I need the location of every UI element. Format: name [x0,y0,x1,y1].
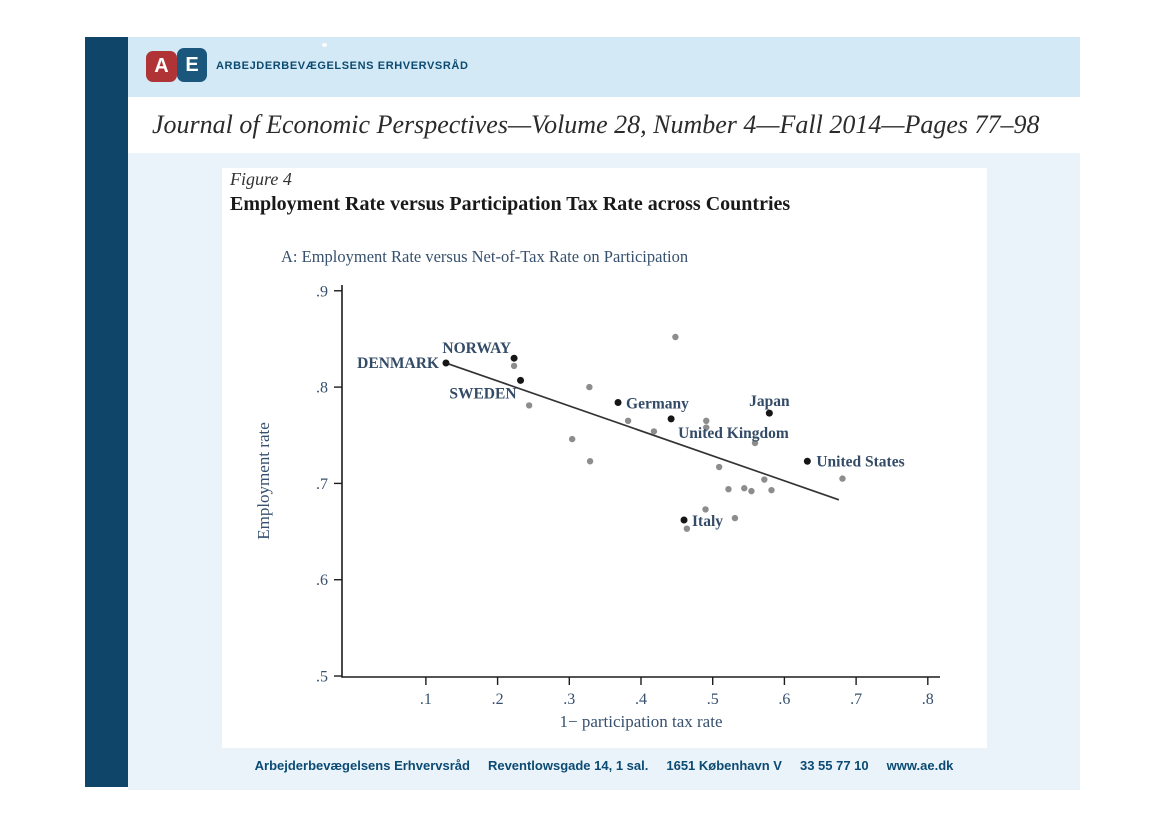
y-axis-label: Employment rate [254,422,273,540]
scatter-point [568,435,576,443]
scatter-point [765,409,773,417]
left-accent-bar [85,37,128,787]
journal-band [128,97,1080,153]
trend-line [445,362,840,501]
y-tick-label: .7 [316,476,328,493]
chart-subtitle: A: Employment Rate versus Net-of-Tax Rat… [281,247,689,266]
scatter-point [614,399,622,407]
scatter-point [586,458,594,465]
scatter-point [624,417,632,425]
scatter-point [703,424,710,431]
x-tick-label: .2 [492,691,504,708]
country-label: Germany [626,396,689,413]
scatter-point [442,359,450,367]
scatter-point [667,415,675,423]
x-tick-label: .3 [563,691,575,708]
figure-panel [222,168,987,748]
scatter-point [525,402,533,409]
footer-city: 1651 København V [666,758,782,773]
figure-title: Employment Rate versus Participation Tax… [230,193,791,215]
footer-address: Reventlowsgade 14, 1 sal. [487,758,649,773]
org-name-label: ARBEJDERBEVÆGELSENS ERHVERVSRÅD [216,60,469,72]
scatter-point [510,354,518,362]
footer-website[interactable]: www.ae.dk [886,758,954,773]
figure-number-label: Figure 4 [230,169,292,189]
y-tick-label: .9 [316,283,328,300]
x-tick-label: .6 [778,691,790,708]
footer-org: Arbejderbevægelsens Erhvervsråd [254,758,470,773]
scatter-point [683,525,691,532]
y-tick-label: .8 [316,380,328,397]
axes [341,285,940,678]
logo-sparkle-dot [322,43,327,47]
journal-citation: Journal of Economic Perspectives—Volume … [152,110,1040,139]
scatter-point [680,516,688,524]
y-tick-label: .6 [316,572,328,589]
scatter-point [751,439,759,447]
x-tick-label: .4 [635,691,647,708]
x-tick-label: .8 [922,691,934,708]
scatter-point [586,383,593,391]
x-tick-label: .5 [707,691,719,708]
country-label: SWEDEN [449,385,516,402]
scatter-point [702,506,709,513]
footer-phone: 33 55 77 10 [799,758,869,773]
logo-letter-a: A [146,51,177,82]
scatter-point [768,486,775,494]
country-label: DENMARK [357,355,439,372]
scatter-point [650,428,658,435]
scatter-point [725,485,732,493]
scatter-point [761,476,768,483]
y-tick-label: .5 [316,669,328,686]
scatter-point [741,485,748,492]
country-label: Japan [749,393,790,410]
logo-letter-e: E [177,48,207,82]
scatter-point [731,514,739,522]
scatter-point [703,417,710,425]
scatter-point [510,362,518,370]
scatter-point [748,487,755,495]
country-label: Italy [692,513,723,530]
scatter-point [517,376,525,384]
country-label: United States [816,453,904,470]
footer: Arbejderbevægelsens Erhvervsråd Reventlo… [128,758,1080,773]
scatter-point [672,333,679,341]
x-axis-label: 1− participation tax rate [559,712,723,731]
country-label: United Kingdom [678,425,789,442]
x-tick-label: .1 [420,691,432,708]
country-label: NORWAY [442,340,511,357]
scatter-point [803,457,811,465]
x-tick-label: .7 [850,691,862,708]
scatter-point [715,463,723,471]
header-strip [128,37,1080,97]
scatter-point [839,475,846,482]
